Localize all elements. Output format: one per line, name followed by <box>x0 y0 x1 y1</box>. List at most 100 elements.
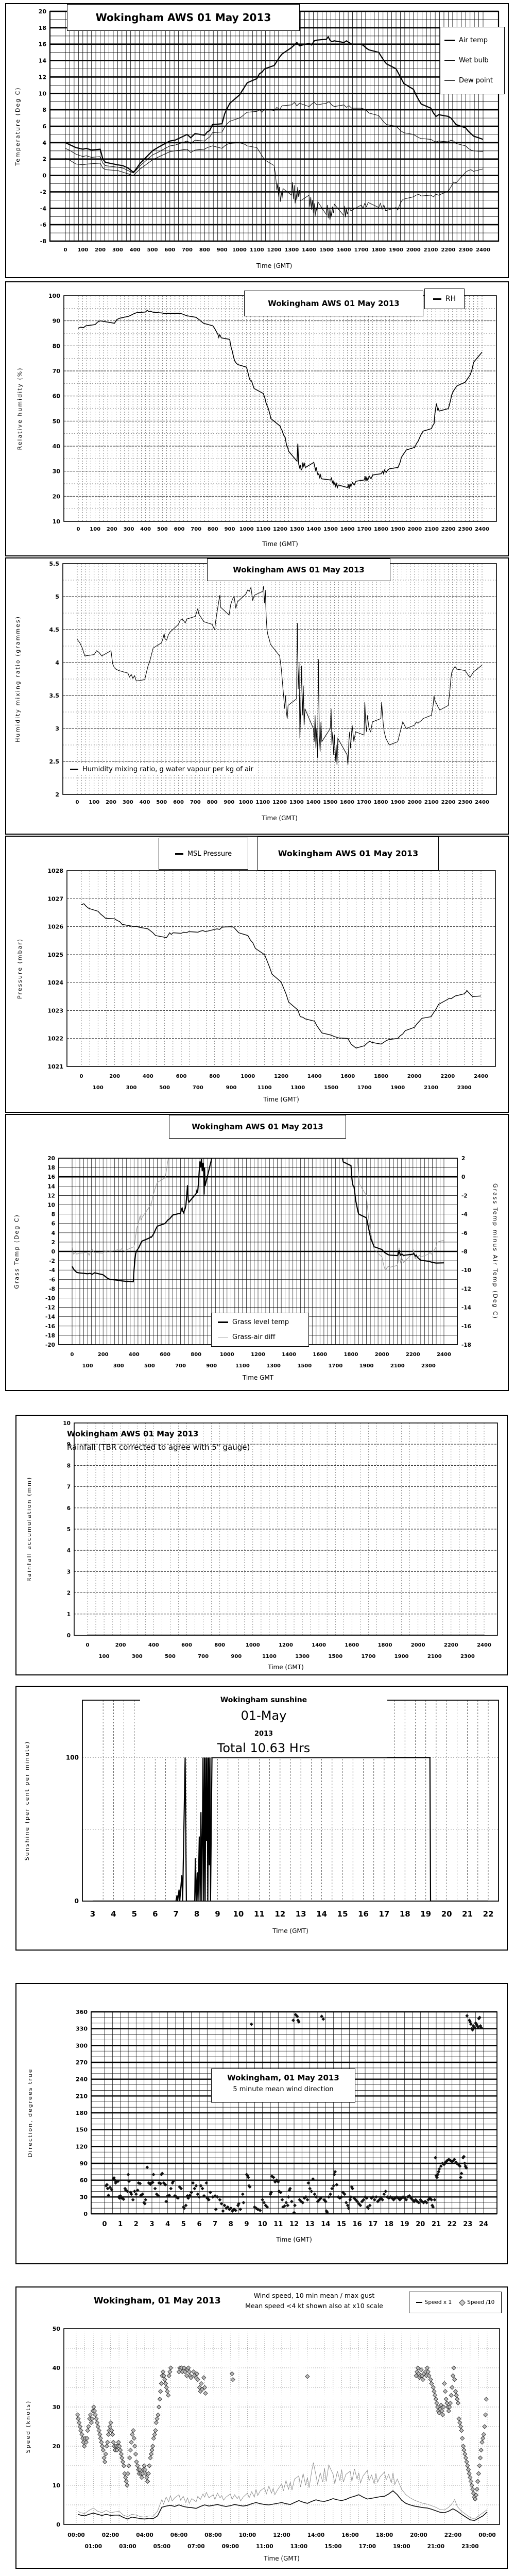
x-tick-label: 15 <box>337 2221 346 2228</box>
y-tick-label: 2.5 <box>49 758 60 765</box>
y2-tick-label: -18 <box>461 1342 471 1348</box>
x-tick-label: 1000 <box>241 1074 255 1079</box>
legend-label: Speed /10 <box>467 2299 495 2306</box>
x-tick-label: 1400 <box>282 1352 296 1358</box>
mixing-ratio-chart-svg: 0 100 200 300 400 500 600 700 800 900 1000 1100 1200… <box>14 561 497 822</box>
legend-item: Speed /10 <box>459 2299 495 2306</box>
x-tick-label: 22 <box>483 1909 494 1919</box>
x-tick-label: 600 <box>160 1352 170 1358</box>
chart-title: Wokingham, 01 May 2013 <box>94 2296 221 2306</box>
chart-title: Wokingham AWS 01 May 2013 <box>169 1115 346 1139</box>
y-tick-label: 12 <box>47 1193 55 1199</box>
x-tick-label: 100 <box>77 247 88 253</box>
x-tick-label: 20:00 <box>410 2532 427 2538</box>
x-axis-title: Time (GMT) <box>267 1664 304 1671</box>
y-tick-label: -2 <box>49 1258 55 1264</box>
legend-item: Speed x 1 <box>416 2299 452 2306</box>
x-tick-label: 1800 <box>374 527 388 532</box>
y-tick-label: 5 <box>67 1527 71 1533</box>
x-tick-label: 1300 <box>295 1654 310 1659</box>
x-tick-label: 1300 <box>290 1085 305 1091</box>
x-axis-title: Time GMT <box>242 1374 274 1381</box>
x-tick-label: 0 <box>71 1352 74 1358</box>
legend-label: Speed x 1 <box>424 2299 452 2306</box>
x-tick-label: 1000 <box>232 247 247 253</box>
chart-subtitle: Wind speed, 10 min mean / max gust <box>253 2292 375 2299</box>
y-axis-title: Relative humidity (%) <box>16 367 23 450</box>
x-tick-label: 1500 <box>319 247 334 253</box>
x-tick-label: 900 <box>224 800 234 805</box>
x-tick-label: 2100 <box>427 1654 442 1659</box>
x-tick-label: 2200 <box>406 1352 420 1358</box>
x-tick-label: 400 <box>148 1642 159 1648</box>
y2-tick-label: -4 <box>461 1212 468 1218</box>
y2-tick-label: -8 <box>461 1249 468 1255</box>
y-tick-label: 0 <box>56 2521 60 2528</box>
wind-speed-panel: 00:00 01:00 02:00 03:00 04:00 05:00 06:00 07:00… <box>15 2286 508 2569</box>
x-tick-label: 2100 <box>390 1363 405 1369</box>
plot-frame <box>91 2011 497 2214</box>
x-tick-label: 13 <box>305 2221 315 2228</box>
x-tick-label: 500 <box>156 800 167 805</box>
y-axis-title: Grass Temp (Deg C) <box>13 1214 20 1289</box>
y-tick-label: 0 <box>83 2211 88 2217</box>
y-tick-label: 70 <box>53 368 61 375</box>
y-tick-label: 20 <box>53 493 61 500</box>
x-tick-label: 1300 <box>266 1363 281 1369</box>
y-axis-title: Temperature (Deg C) <box>14 87 21 166</box>
x-tick-label: 2000 <box>407 800 422 805</box>
x-tick-label: 500 <box>147 247 158 253</box>
x-tick-label: 1400 <box>302 247 316 253</box>
x-tick-label: 300 <box>112 247 123 253</box>
y-tick-label: 8 <box>67 1463 71 1469</box>
x-tick-label: 1400 <box>306 527 321 532</box>
x-tick-label: 1700 <box>357 527 371 532</box>
x-tick-label: 23 <box>463 2221 472 2228</box>
x-tick-label: 2100 <box>424 1085 438 1091</box>
legend-box: Grass level temp Grass-air diff <box>211 1313 309 1347</box>
y-tick-label: 330 <box>76 2026 88 2032</box>
x-tick-label: 1700 <box>361 1654 375 1659</box>
y2-tick-label: -10 <box>461 1267 471 1274</box>
legend-item: Air temp <box>444 37 500 44</box>
x-tick-label: 1400 <box>307 1074 322 1079</box>
y-tick-label: 2 <box>67 1590 71 1597</box>
chart-date: 01-May <box>241 1708 287 1723</box>
plot-frame <box>63 2328 500 2525</box>
legend-label: Dew point <box>459 77 493 84</box>
x-tick-label: 6 <box>197 2221 201 2228</box>
x-tick-label: 1500 <box>297 1363 312 1369</box>
y-tick-label: 150 <box>76 2127 88 2133</box>
rainfall-chart-svg: 0100200300400500600700800900100011001200… <box>26 1420 498 1671</box>
x-tick-label: 1700 <box>357 800 371 805</box>
wet-bulb <box>65 101 484 174</box>
x-tick-label: 1100 <box>255 800 270 805</box>
x-tick-label: 2400 <box>476 247 490 253</box>
pressure-chart-svg: 0 100 200 300 400 500 600 700 800 900 1000 1100 1200… <box>16 868 496 1103</box>
y-tick-label: 100 <box>48 293 60 299</box>
x-tick-label: 1800 <box>378 1642 392 1648</box>
y-tick-label: 10 <box>39 90 47 97</box>
x-tick-label: 500 <box>157 527 168 532</box>
chart-year: 2013 <box>254 1730 273 1738</box>
x-tick-label: 2100 <box>424 800 439 805</box>
y-tick-label: -18 <box>45 1333 55 1339</box>
legend-item: Wet bulb <box>444 57 500 64</box>
y-tick-label: 1028 <box>47 868 63 874</box>
x-tick-label: 200 <box>107 527 117 532</box>
y-tick-label: 90 <box>53 318 61 325</box>
y-tick-label: 60 <box>53 393 61 400</box>
air-temp-line-swatch <box>444 40 455 41</box>
speed-diamond-swatch <box>459 2299 466 2306</box>
x-tick-label: 20 <box>416 2221 425 2228</box>
x-tick-label: 17 <box>368 2221 377 2228</box>
x-tick-label: 500 <box>144 1363 155 1369</box>
x-tick-label: 8 <box>229 2221 233 2228</box>
x-tick-label: 1700 <box>354 247 369 253</box>
x-tick-label: 1200 <box>251 1352 265 1358</box>
x-tick-label: 15:00 <box>324 2544 341 2550</box>
y-tick-label: 0 <box>67 1633 71 1639</box>
x-tick-label: 1700 <box>357 1085 372 1091</box>
x-tick-label: 12:00 <box>273 2532 290 2538</box>
